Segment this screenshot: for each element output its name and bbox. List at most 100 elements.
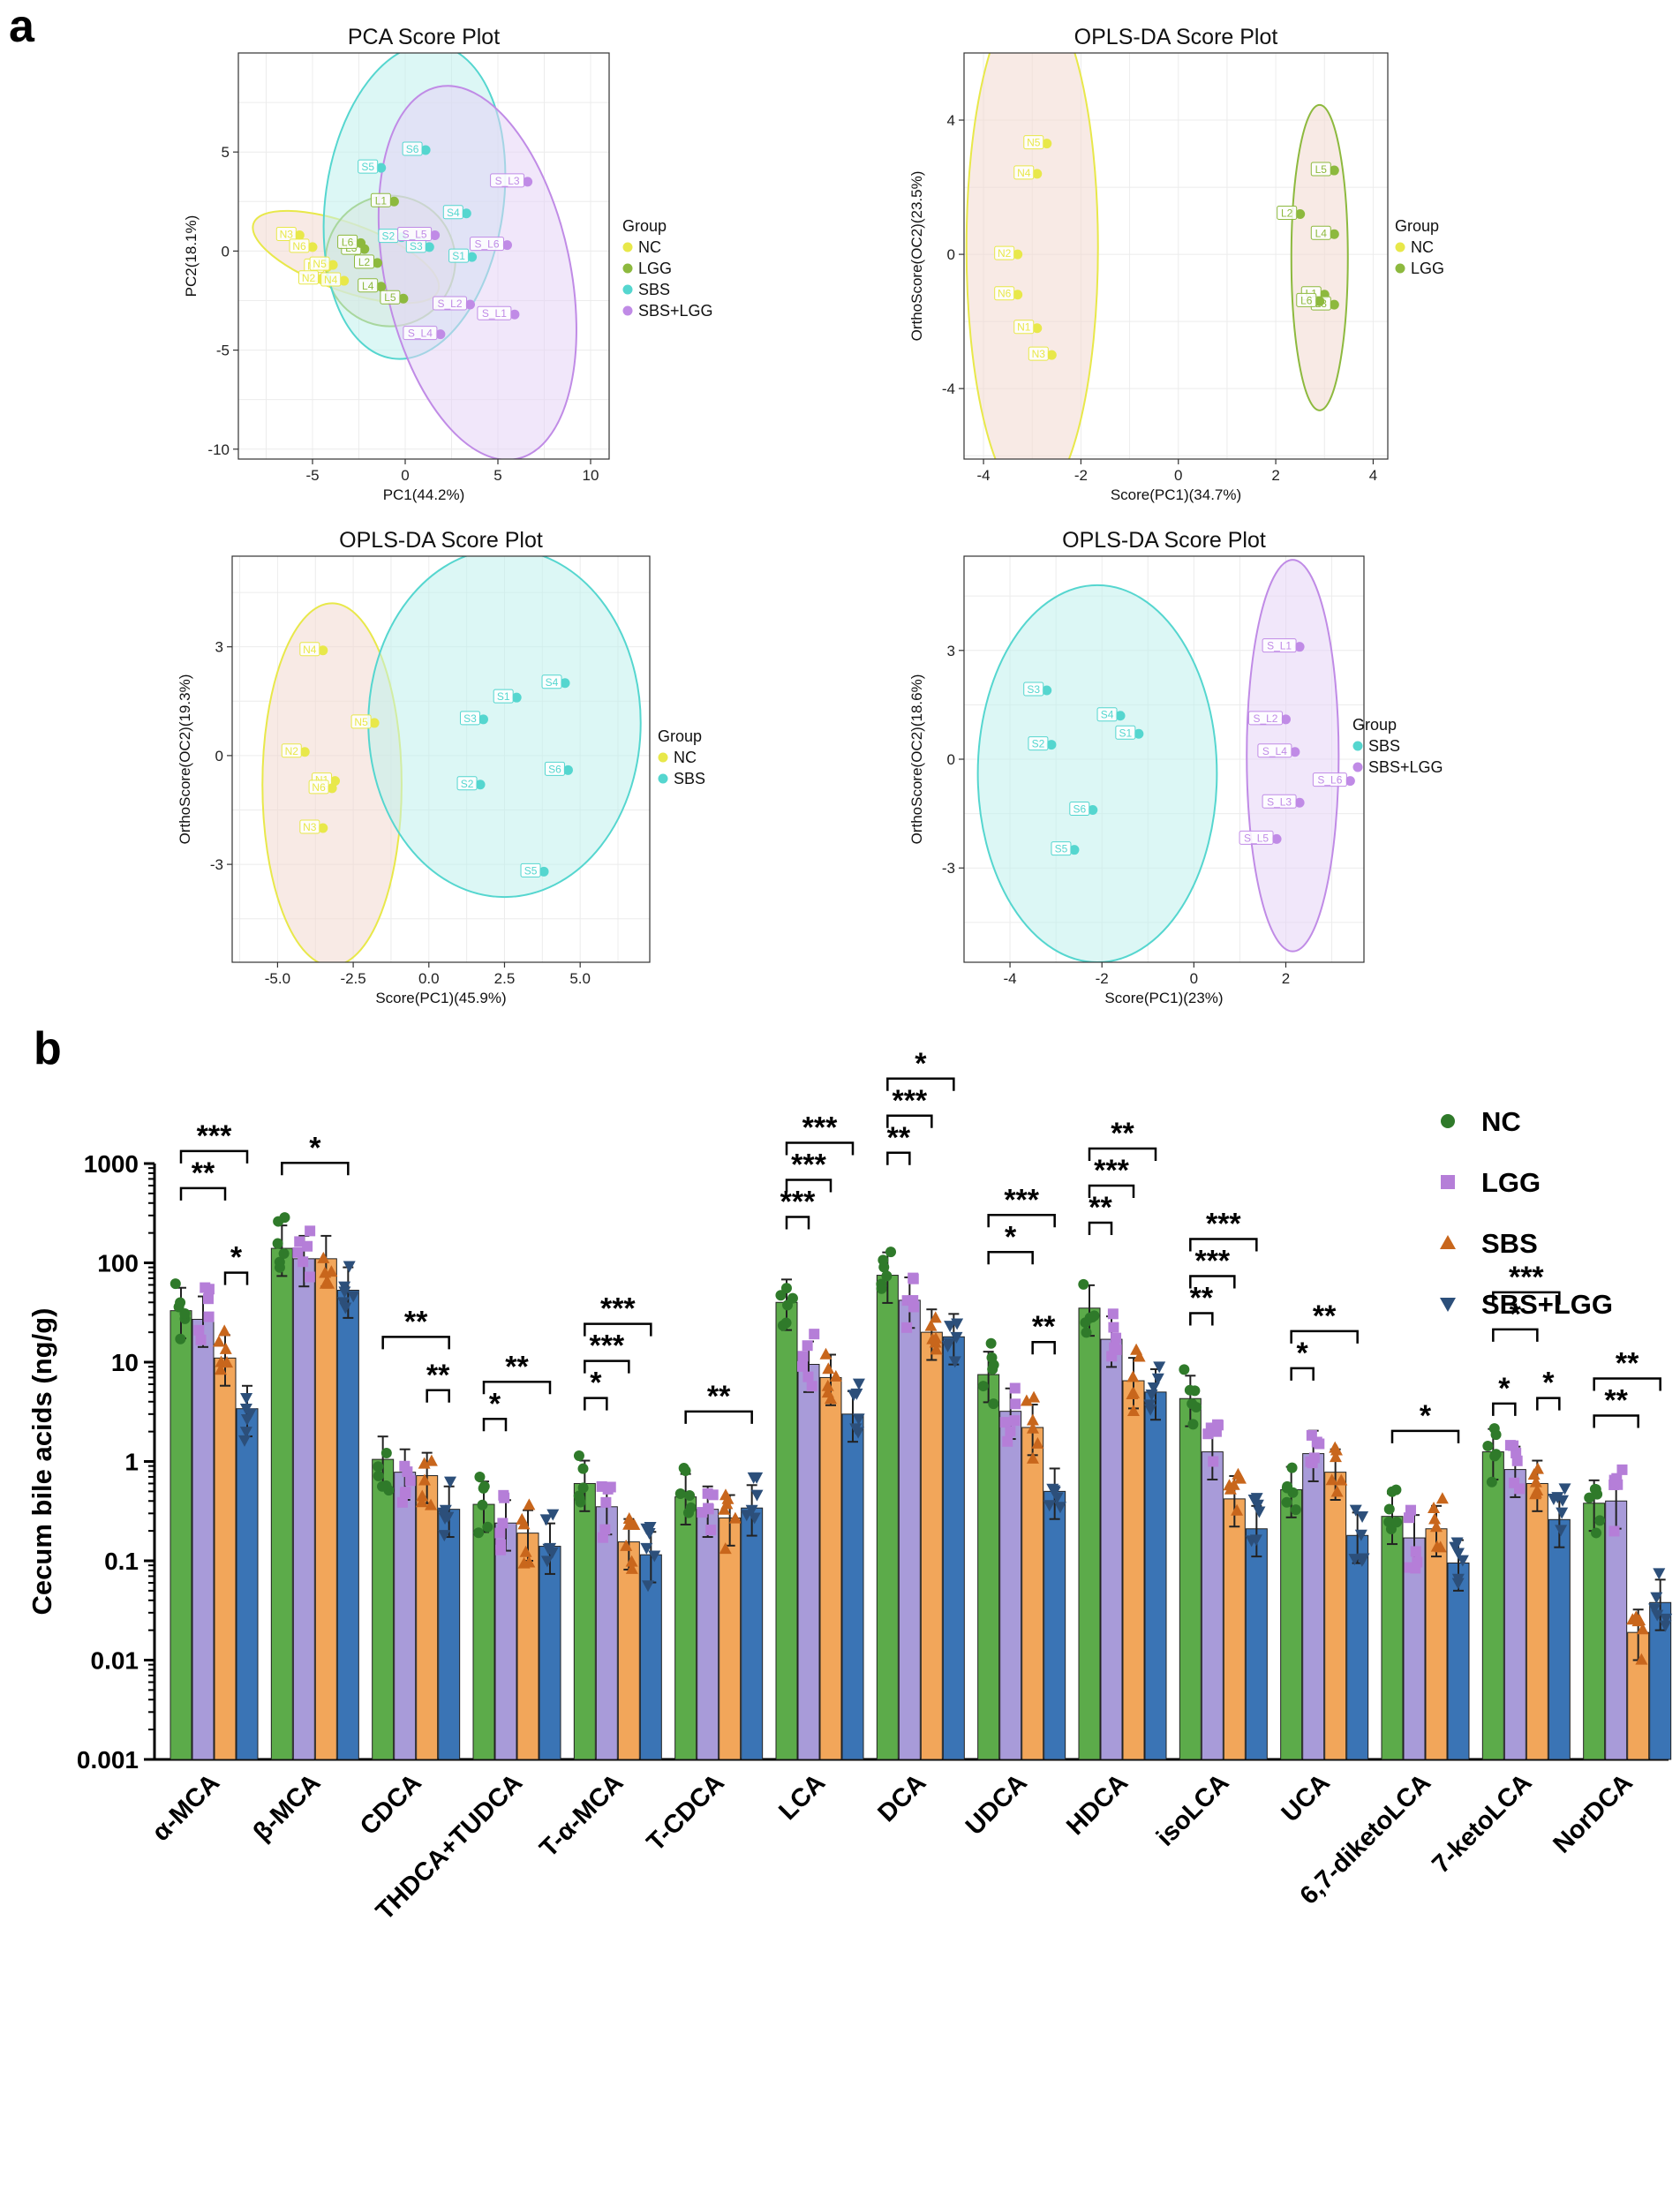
point-S4	[461, 208, 471, 219]
legend-label-SBS+LGG: SBS+LGG	[638, 302, 713, 320]
sample-point-LGG	[802, 1371, 814, 1382]
significance-bracket: *	[584, 1367, 608, 1411]
sample-point-SBS-LGG	[1456, 1555, 1469, 1567]
bar-NC	[674, 1496, 697, 1760]
category-T-CDCA: T-CDCA	[642, 1463, 764, 1857]
point-label-box	[994, 286, 1015, 301]
y-tick-label: 1	[124, 1449, 139, 1476]
legend-label-NC: NC	[1411, 238, 1434, 256]
sample-point-NC	[780, 1317, 792, 1329]
point-label-S6: S6	[1073, 803, 1086, 816]
sample-point-SBS	[718, 1503, 731, 1515]
bar-SBS+LGG	[741, 1507, 764, 1760]
sample-point-SBS-LGG	[745, 1504, 758, 1517]
category-label: CDCA	[355, 1768, 427, 1841]
x-tick-label: 0.0	[418, 970, 440, 987]
point-L6	[1315, 296, 1325, 306]
bar-LGG	[192, 1318, 215, 1760]
sample-point-LGG	[1412, 1556, 1423, 1568]
point-S_L4	[435, 329, 446, 340]
sample-point-SBS	[1028, 1390, 1041, 1403]
bracket-line	[1390, 1429, 1460, 1443]
bracket-line	[1088, 1221, 1113, 1236]
x-tick-label: -2.5	[340, 970, 365, 987]
point-label-box	[470, 237, 504, 252]
bracket-line	[1290, 1329, 1359, 1344]
score-plot-oplsA: N1N2N3N4N5N6L1L2L3L4L5L6-4-2024-404OPLS-…	[908, 25, 1444, 503]
bar-SBS	[214, 1357, 237, 1760]
significance-label: *	[230, 1241, 243, 1275]
significance-label: ***	[1509, 1261, 1544, 1294]
bar-SBS+LGG	[1447, 1563, 1470, 1760]
point-label-N2: N2	[302, 272, 316, 284]
x-tick-label: 0	[401, 467, 409, 484]
bracket-line	[1189, 1238, 1258, 1252]
significance-bracket: **	[1088, 1191, 1113, 1236]
legend-title: Group	[658, 727, 702, 745]
bracket-line	[1492, 1402, 1517, 1416]
bar-SBS+LGG	[1346, 1534, 1369, 1760]
sample-point-SBS	[219, 1342, 232, 1354]
point-label-N3: N3	[303, 821, 317, 833]
sample-point-SBS-LGG	[1651, 1609, 1664, 1622]
significance-label: ***	[1094, 1154, 1129, 1187]
significance-label: ***	[600, 1292, 636, 1326]
sample-point-SBS-LGG	[852, 1413, 865, 1426]
ellipse-SBS	[976, 584, 1218, 962]
sample-point-SBS-LGG	[1048, 1486, 1061, 1498]
point-label-S_L3: S_L3	[495, 175, 520, 187]
bar-legend-item-SBS+LGG: SBS+LGG	[1440, 1289, 1613, 1320]
point-N2	[299, 747, 310, 757]
bar-legend-label: LGG	[1481, 1167, 1541, 1198]
bracket-line	[1189, 1275, 1236, 1289]
point-label-box	[1115, 725, 1136, 740]
bar-LGG	[1100, 1338, 1123, 1760]
significance-label: ***	[802, 1111, 838, 1144]
sample-point-LGG	[599, 1524, 611, 1535]
plot-frame	[963, 52, 1389, 460]
legend-marker-triangle	[1440, 1235, 1456, 1249]
sample-point-SBS	[325, 1265, 338, 1277]
sample-point-SBS	[622, 1512, 636, 1525]
category-label: UDCA	[961, 1768, 1033, 1841]
bracket-line	[381, 1336, 450, 1350]
sample-point-LGG	[200, 1282, 211, 1293]
legend-marker-down-triangle	[1440, 1298, 1456, 1312]
sample-point-NC	[377, 1480, 388, 1492]
sample-point-SBS-LGG	[237, 1435, 251, 1447]
significance-bracket: **	[482, 1350, 552, 1395]
sample-point-LGG	[600, 1496, 612, 1508]
sample-point-SBS-LGG	[941, 1340, 954, 1352]
sample-point-SBS-LGG	[1556, 1507, 1569, 1519]
significance-bracket: ***	[886, 1084, 933, 1128]
significance-bracket: *	[1536, 1367, 1561, 1411]
sample-point-SBS	[1031, 1436, 1044, 1449]
y-tick-label: 0	[947, 246, 955, 263]
sample-point-NC	[1590, 1484, 1601, 1495]
bracket-line	[1031, 1340, 1056, 1355]
point-label-S_L5: S_L5	[403, 228, 427, 240]
point-label-S_L3: S_L3	[1267, 795, 1292, 808]
significance-bracket: **	[1593, 1346, 1661, 1391]
point-label-S4: S4	[447, 207, 460, 219]
significance-label: **	[887, 1121, 911, 1155]
sample-point-SBS	[721, 1492, 735, 1504]
point-label-S1: S1	[497, 690, 510, 703]
sample-point-SBS	[1232, 1467, 1245, 1480]
significance-bracket: *	[886, 1047, 955, 1091]
significance-bracket: ***	[1189, 1244, 1236, 1289]
legend-marker-square	[1441, 1175, 1455, 1189]
sample-point-SBS	[1527, 1468, 1541, 1480]
y-tick-label: 0.001	[77, 1746, 139, 1774]
significance-label: **	[426, 1359, 450, 1392]
significance-bracket: *	[987, 1220, 1034, 1265]
point-S2	[1046, 740, 1057, 750]
sample-point-SBS	[1631, 1615, 1645, 1627]
bar-LGG	[1605, 1500, 1628, 1760]
bracket-line	[584, 1322, 652, 1337]
point-label-box	[544, 761, 565, 776]
x-tick-label: 10	[583, 467, 599, 484]
y-tick-label: 10	[111, 1349, 139, 1376]
sample-point-SBS	[924, 1319, 938, 1331]
